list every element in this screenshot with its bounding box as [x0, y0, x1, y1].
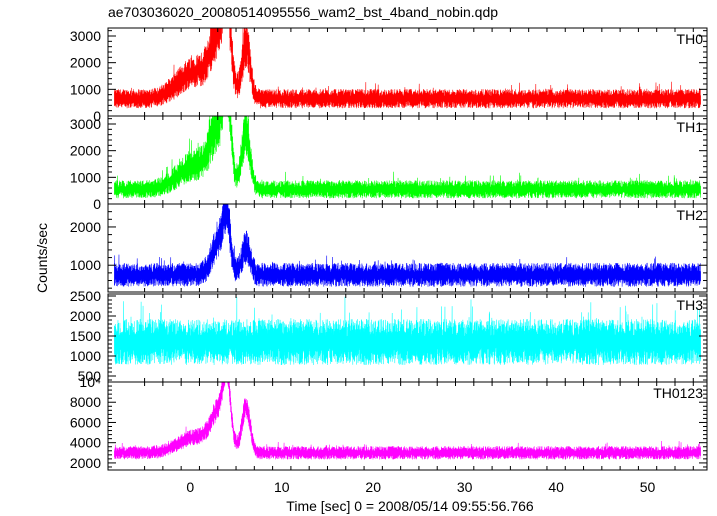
- y-tick-label: 0: [93, 108, 101, 124]
- y-axis-label: Counts/sec: [34, 223, 50, 293]
- series-line-th2: [114, 204, 701, 287]
- panel-frame: [107, 381, 708, 471]
- panel-label-th3: TH3: [677, 297, 704, 313]
- chart-title: ae703036020_20080514095556_wam2_bst_4ban…: [108, 4, 498, 20]
- y-tick-label: 8000: [70, 394, 101, 410]
- y-tick-label: 1000: [70, 348, 101, 364]
- y-tick-label: 6000: [70, 414, 101, 430]
- y-tick-label: 500: [78, 368, 102, 384]
- panel-label-th0123: TH0123: [653, 385, 703, 401]
- series-line-th0123: [114, 382, 701, 460]
- y-tick-label: 2000: [70, 143, 101, 159]
- y-tick-label: 1000: [70, 169, 101, 185]
- y-tick-label: 1500: [70, 328, 101, 344]
- panel-frame: [107, 203, 708, 293]
- panels-group: TH0 0 1000 2000 3000 TH1 0 1000 2000 3000 TH2 1000 2…: [70, 27, 708, 471]
- y-tick-label: 2000: [70, 308, 101, 324]
- panel-label-th2: TH2: [677, 207, 704, 223]
- panel-th2: TH2 1000 2000: [70, 203, 708, 293]
- panel-label-th1: TH1: [677, 119, 704, 135]
- x-axis-tick-labels: 0 10 20 30 40 50: [186, 479, 655, 495]
- y-tick-label: 2000: [70, 55, 101, 71]
- y-tick-label: 10⁴: [79, 374, 101, 390]
- panel-th3: TH3 500 1000 1500 2000 2500: [70, 288, 708, 384]
- series-line-th0: [114, 28, 701, 109]
- y-tick-label: 2000: [70, 455, 101, 471]
- y-tick-label: 4000: [70, 435, 101, 451]
- x-tick-label: 50: [640, 479, 656, 495]
- x-tick-label: 20: [365, 479, 381, 495]
- panel-th1: TH1 0 1000 2000 3000: [70, 115, 708, 212]
- series-line-th1: [114, 116, 701, 199]
- y-tick-label: 3000: [70, 116, 101, 132]
- x-tick-label: 0: [186, 479, 194, 495]
- x-tick-label: 40: [548, 479, 564, 495]
- y-tick-label: 2000: [70, 219, 101, 235]
- panel-th0123: TH0123 2000 4000 6000 8000 10⁴: [70, 374, 708, 471]
- y-tick-label: 0: [93, 196, 101, 212]
- x-tick-label: 10: [274, 479, 290, 495]
- y-tick-label: 3000: [70, 28, 101, 44]
- x-tick-label: 30: [457, 479, 473, 495]
- x-axis-label: Time [sec] 0 = 2008/05/14 09:55:56.766: [286, 498, 534, 514]
- y-tick-label: 1000: [70, 81, 101, 97]
- y-tick-label: 2500: [70, 288, 101, 304]
- y-tick-label: 1000: [70, 257, 101, 273]
- series-line-th3: [114, 296, 701, 366]
- panel-label-th0: TH0: [677, 31, 704, 47]
